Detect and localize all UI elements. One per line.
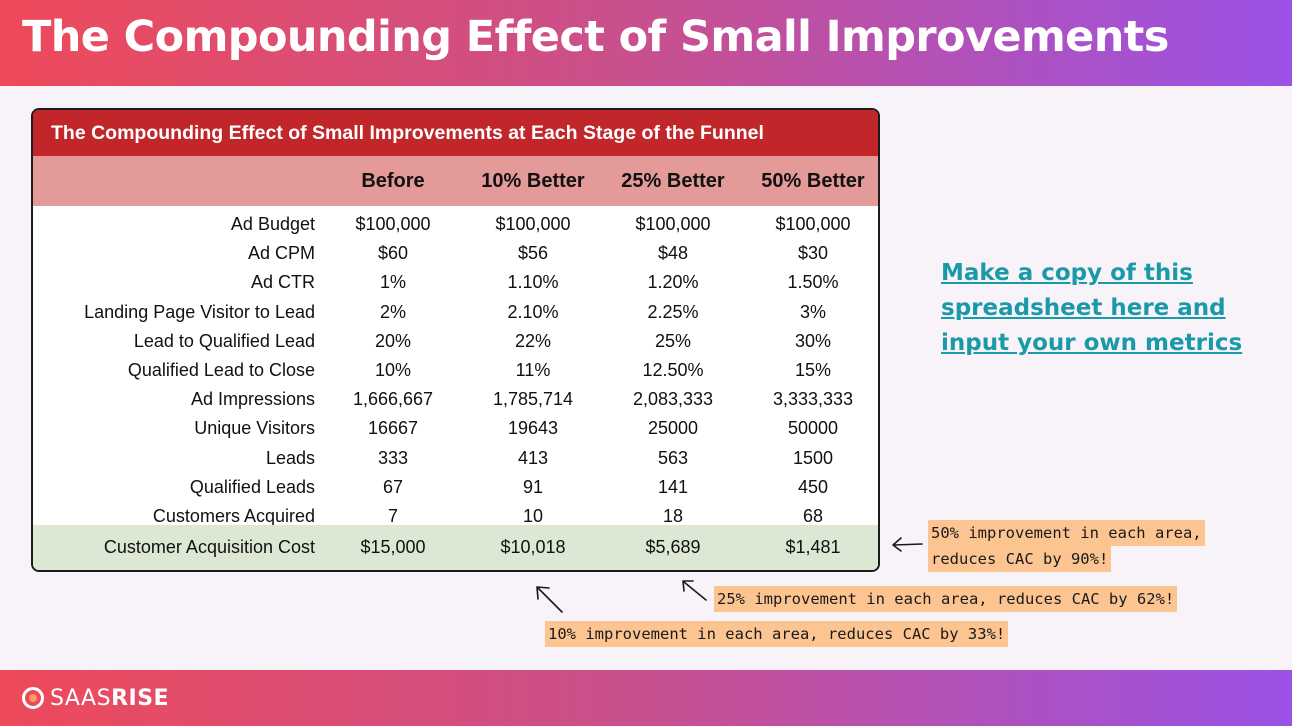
note-50-line2: reduces CAC by 90%! [928,546,1112,572]
table-cell: $30 [797,243,829,264]
column-header-50-better: 50% Better [761,169,865,192]
table-row: Customers Acquired 7 10 18 68 [33,502,878,531]
table-cell: 2.25% [647,301,699,322]
table-cell: $100,000 [495,214,571,235]
row-label: Leads [265,447,315,468]
cac-value-25-better: $5,689 [645,537,701,557]
row-label: Qualified Lead to Close [127,360,315,381]
cac-value-10-better: $10,018 [500,537,566,557]
table-body: Ad Budget $100,000 $100,000 $100,000 $100,00… [33,206,878,531]
arrow-icon [682,580,707,601]
table-cell: $100,000 [635,214,711,235]
row-label: Landing Page Visitor to Lead [84,301,315,322]
column-header-before: Before [361,169,425,192]
row-label: Lead to Qualified Lead [133,330,315,351]
cac-value-50-better: $1,481 [785,537,841,557]
table-cell: 25000 [647,418,699,439]
table-cell: 50000 [787,418,839,439]
page-title: The Compounding Effect of Small Improvem… [22,12,1169,62]
footer-bar: SAASRISE [0,670,1292,726]
note-10: 10% improvement in each area, reduces CA… [545,621,1009,647]
table-cell: 12.50% [642,360,704,381]
table-row: Landing Page Visitor to Lead 2% 2.10% 2.25%… [33,298,878,327]
table-row: Ad Budget $100,000 $100,000 $100,000 $100,00… [33,210,878,239]
table-cell: 1,666,667 [352,389,434,410]
column-header-10-better: 10% Better [481,169,585,192]
table-cell: $100,000 [355,214,431,235]
table-cell: 16667 [367,418,419,439]
arrow-icon [536,586,563,613]
title-banner: The Compounding Effect of Small Improvem… [0,0,1292,86]
table-cell: 2% [379,301,406,322]
cac-label: Customer Acquisition Cost [103,537,315,557]
copy-spreadsheet-link[interactable]: Make a copy of this spreadsheet here and… [941,260,1243,356]
table-cell: 10% [374,360,412,381]
table-cell: $56 [517,243,549,264]
table-cell: 20% [374,330,412,351]
table-cell: 67 [382,476,404,497]
table-row: Leads 333 413 563 1500 [33,444,878,473]
row-label: Ad Impressions [190,389,315,410]
cac-row: Customer Acquisition Cost $15,000 $10,01… [33,525,878,570]
logo-text: SAASRISE [50,685,170,711]
table-cell: 1.20% [647,272,699,293]
table-cell: 333 [377,447,409,468]
row-label: Unique Visitors [194,418,315,439]
row-label: Qualified Leads [189,476,315,497]
table-cell: 18 [662,505,684,526]
saasrise-logo: SAASRISE [22,685,169,711]
table-cell: 15% [794,360,832,381]
logo-circle-icon [22,687,44,709]
table-row: Ad CPM $60 $56 $48 $30 [33,239,878,268]
table-cell: 19643 [507,418,559,439]
table-cell: 1% [379,272,406,293]
table-cell: 3,333,333 [772,389,854,410]
table-cell: 413 [517,447,549,468]
table-cell: 563 [657,447,689,468]
table-cell: 2,083,333 [632,389,714,410]
table-title: The Compounding Effect of Small Improvem… [33,110,878,156]
table-cell: $60 [377,243,409,264]
table-row: Ad CTR 1% 1.10% 1.20% 1.50% [33,268,878,297]
table-cell: 10 [522,505,544,526]
table-cell: 11% [515,360,551,381]
table-cell: 25% [654,330,692,351]
table-cell: 1,785,714 [492,389,574,410]
table-header-row: Before 10% Better 25% Better 50% Better [33,156,878,206]
table-row: Unique Visitors 16667 19643 25000 50000 [33,414,878,443]
table-cell: 1.10% [507,272,559,293]
note-50-line1: 50% improvement in each area, [928,520,1205,546]
table-cell: 2.10% [507,301,559,322]
table-cell: 3% [799,301,826,322]
row-label: Ad CTR [250,272,315,293]
table-row: Qualified Lead to Close 10% 11% 12.50% 15% [33,356,878,385]
arrow-icon [892,537,923,552]
table-cell: 7 [387,505,398,526]
table-cell: $100,000 [775,214,851,235]
table-cell: 22% [514,330,552,351]
table-row: Qualified Leads 67 91 141 450 [33,473,878,502]
table-row: Ad Impressions 1,666,667 1,785,714 2,083,33… [33,385,878,414]
table-cell: 91 [522,476,544,497]
table-cell: 68 [802,505,824,526]
table-cell: 450 [797,476,829,497]
cac-value-before: $15,000 [360,537,426,557]
table-cell: 141 [657,476,689,497]
table-row: Lead to Qualified Lead 20% 22% 25% 30% [33,327,878,356]
table-cell: 1.50% [787,272,839,293]
table-cell: 30% [794,330,832,351]
funnel-table: The Compounding Effect of Small Improvem… [31,108,880,572]
table-cell: $48 [657,243,689,264]
row-label: Ad CPM [247,243,315,264]
table-cell: 1500 [792,447,834,468]
column-header-25-better: 25% Better [621,169,725,192]
row-label: Customers Acquired [152,505,315,526]
row-label: Ad Budget [230,214,315,235]
note-25: 25% improvement in each area, reduces CA… [714,586,1178,612]
